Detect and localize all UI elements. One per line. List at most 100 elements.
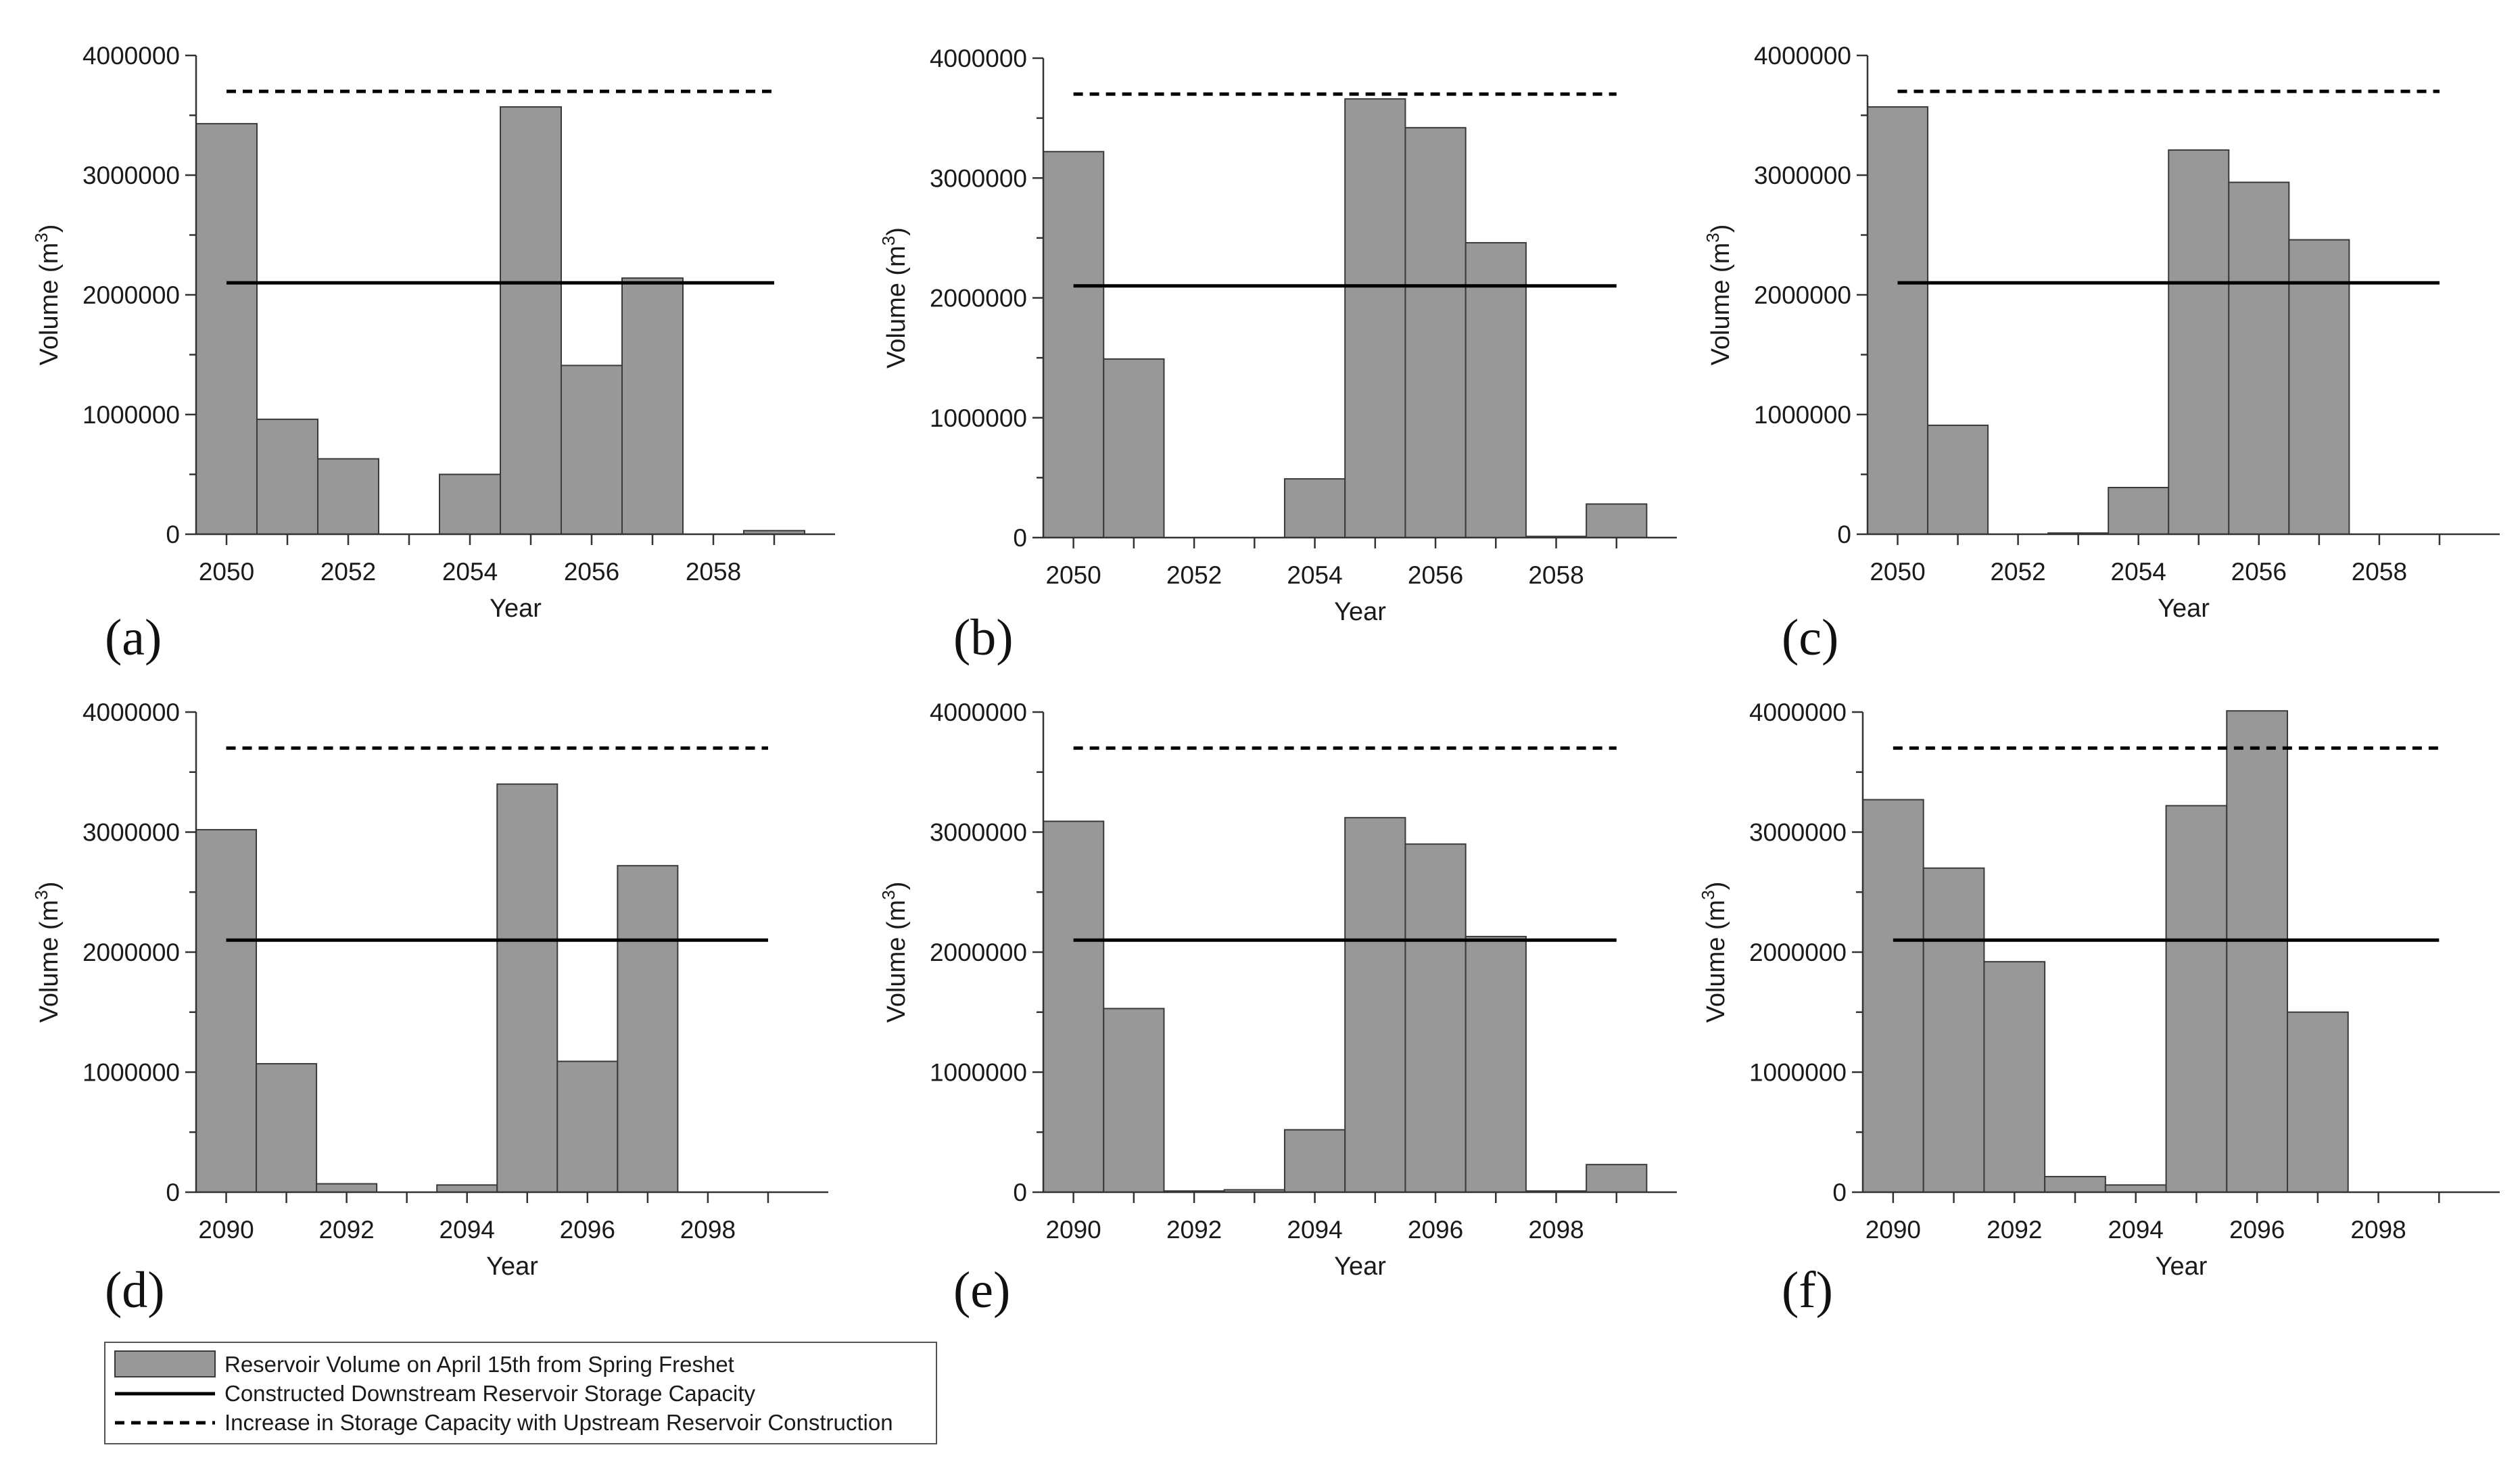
y-axis-title: Volume (m3): [31, 882, 64, 1023]
bar-2054: [2108, 486, 2170, 535]
chart-panel-2: 0 1000000 2000000 3000000 4000000 2050 2052 205…: [878, 45, 1677, 666]
bar-2050: [1867, 106, 1929, 536]
y-tick-label: 4000000: [930, 45, 1027, 72]
y-tick-label: 4000000: [1754, 42, 1851, 70]
x-axis-title: Year: [2156, 1252, 2208, 1281]
panel-label: (e): [953, 1262, 1010, 1319]
y-axis-title-main: Volume (m: [882, 245, 911, 369]
x-tick-label: 2056: [2231, 558, 2287, 586]
y-axis-title-end: ): [1702, 882, 1730, 891]
bar-2050: [195, 122, 258, 535]
y-axis-title-superscript: 3: [878, 236, 899, 245]
bar-2097: [617, 865, 679, 1193]
y-axis-title-main: Volume (m: [1707, 243, 1735, 366]
x-axis-title: Year: [490, 594, 542, 623]
bar-2057: [621, 277, 684, 535]
x-tick-label: 2098: [680, 1216, 736, 1244]
chart-panel-6: 0 1000000 2000000 3000000 4000000 2090 2092 209…: [1698, 699, 2500, 1319]
bar-2096: [1404, 843, 1467, 1193]
y-tick-label: 3000000: [1754, 162, 1851, 189]
y-tick-label: 4000000: [82, 699, 180, 726]
legend-bar-label: Reservoir Volume on April 15th from Spri…: [224, 1352, 734, 1377]
legend-solid-label: Constructed Downstream Reservoir Storage…: [224, 1381, 755, 1406]
bar-2095: [496, 783, 558, 1193]
bar-2054: [439, 473, 501, 535]
x-tick-label: 2096: [1408, 1216, 1463, 1244]
chart-panel-3: 0 1000000 2000000 3000000 4000000 2050 2052 205…: [1703, 42, 2500, 666]
y-axis-title-end: ): [35, 225, 64, 233]
bar-2051: [256, 419, 318, 536]
bar-2059: [1586, 503, 1648, 538]
y-axis-title-end: ): [35, 882, 64, 891]
y-tick-label: 0: [166, 521, 180, 548]
bar-2056: [1404, 126, 1467, 538]
bar-2094: [436, 1184, 498, 1193]
x-tick-label: 2096: [2229, 1216, 2285, 1244]
y-axis-title-main: Volume (m: [35, 243, 64, 366]
y-axis-title-main: Volume (m: [882, 900, 911, 1023]
bar-2054: [1283, 478, 1346, 539]
chart-panel-4: 0 1000000 2000000 3000000 4000000 2090 2092 209…: [31, 699, 828, 1319]
y-tick-label: 0: [1013, 1179, 1027, 1206]
x-tick-label: 2092: [1166, 1216, 1222, 1244]
legend: Reservoir Volume on April 15th from Spri…: [104, 1342, 937, 1444]
y-tick-label: 2000000: [82, 281, 180, 309]
x-tick-label: 2058: [2352, 558, 2407, 586]
bar-2097: [2287, 1011, 2349, 1193]
y-tick-label: 4000000: [930, 699, 1027, 726]
chart-panels: 0 1000000 2000000 3000000 4000000 2050 2052 205…: [31, 42, 2500, 1319]
y-tick-label: 1000000: [82, 1059, 180, 1087]
bar-2052: [317, 458, 379, 535]
bar-2055: [1344, 98, 1406, 538]
bar-2056: [561, 364, 623, 535]
x-tick-label: 2058: [1528, 561, 1584, 589]
bar-2090: [195, 828, 258, 1193]
x-tick-label: 2096: [560, 1216, 615, 1244]
x-tick-label: 2090: [198, 1216, 254, 1244]
y-axis-title-superscript: 3: [31, 233, 51, 242]
y-tick-label: 0: [166, 1179, 180, 1206]
x-tick-label: 2050: [199, 558, 254, 586]
bar-2057: [1465, 241, 1527, 538]
bar-2056: [2228, 181, 2290, 535]
y-axis-title: Volume (m3): [878, 227, 911, 369]
y-tick-label: 3000000: [82, 819, 180, 847]
x-tick-label: 2092: [1987, 1216, 2042, 1244]
x-axis-title: Year: [1334, 1252, 1386, 1281]
y-tick-label: 2000000: [930, 285, 1027, 312]
legend-box: [104, 1342, 937, 1444]
y-tick-label: 0: [1013, 524, 1027, 552]
panel-label: (a): [105, 609, 162, 666]
bar-2092: [1983, 961, 2046, 1193]
bar-2090: [1862, 799, 1924, 1193]
x-tick-label: 2094: [2108, 1216, 2164, 1244]
bar-2096: [556, 1060, 619, 1194]
chart-panel-1: 0 1000000 2000000 3000000 4000000 2050 2052 205…: [31, 42, 835, 666]
y-axis-title: Volume (m3): [1703, 225, 1735, 366]
x-tick-label: 2094: [439, 1216, 495, 1244]
y-tick-label: 0: [1837, 521, 1851, 548]
y-axis-title: Volume (m3): [31, 225, 64, 366]
y-tick-label: 2000000: [930, 939, 1027, 966]
x-tick-label: 2050: [1045, 561, 1101, 589]
x-tick-label: 2056: [564, 558, 619, 586]
bar-2096: [2226, 710, 2288, 1193]
y-axis-title: Volume (m3): [1698, 882, 1730, 1023]
y-axis-title-main: Volume (m: [35, 900, 64, 1023]
x-axis-title: Year: [486, 1252, 538, 1281]
bar-2057: [2288, 239, 2350, 535]
x-tick-label: 2052: [1166, 561, 1222, 589]
bar-2095: [2165, 805, 2228, 1193]
bar-2092: [316, 1183, 378, 1193]
y-axis-title-end: ): [1707, 225, 1735, 233]
panel-label: (d): [105, 1262, 165, 1319]
bar-2055: [2168, 149, 2230, 535]
bar-2094: [2104, 1184, 2167, 1193]
x-tick-label: 2092: [318, 1216, 374, 1244]
x-tick-label: 2090: [1045, 1216, 1101, 1244]
bar-2050: [1043, 151, 1105, 538]
y-tick-label: 2000000: [1754, 281, 1851, 309]
panel-label: (c): [1782, 609, 1838, 666]
y-tick-label: 1000000: [82, 401, 180, 429]
bar-2099: [1586, 1164, 1648, 1194]
